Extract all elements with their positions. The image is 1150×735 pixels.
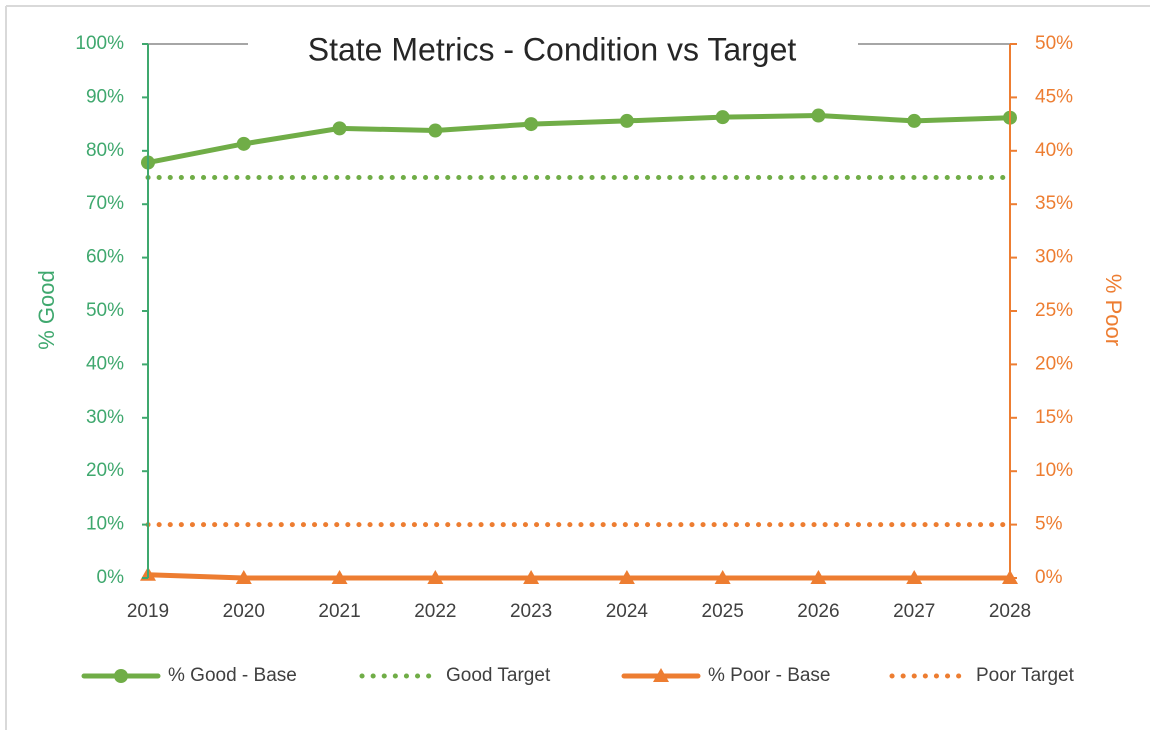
x-tick-label: 2027 [893, 601, 935, 622]
x-tick-label: 2021 [318, 601, 360, 622]
marker [331, 570, 348, 584]
y-tick-label: 30% [86, 407, 124, 428]
marker [907, 113, 922, 128]
marker [235, 570, 252, 584]
y-tick-label: 10% [86, 514, 124, 535]
legend-label: % Good - Base [168, 665, 297, 686]
y2-tick-label: 50% [1035, 33, 1073, 54]
legend-label: Poor Target [976, 665, 1075, 686]
x-tick-label: 2028 [989, 601, 1031, 622]
x-tick-label: 2020 [223, 601, 265, 622]
marker [114, 669, 128, 683]
marker [906, 570, 923, 584]
y-tick-label: 90% [86, 86, 124, 107]
x-tick-label: 2025 [702, 601, 744, 622]
marker [332, 121, 347, 136]
marker [811, 108, 826, 123]
y2-tick-label: 25% [1035, 300, 1073, 321]
marker [428, 123, 443, 138]
y-tick-label: 60% [86, 247, 124, 268]
y-tick-label: 0% [97, 567, 125, 588]
marker [714, 570, 731, 584]
legend-label: Good Target [446, 665, 551, 686]
y2-tick-label: 0% [1035, 567, 1063, 588]
legend-label: % Poor - Base [708, 665, 831, 686]
series-line [145, 113, 1013, 166]
chart-title: State Metrics - Condition vs Target [308, 31, 797, 67]
y2-axis-label: % Poor [1101, 274, 1126, 346]
marker [523, 570, 540, 584]
y-tick-label: 100% [75, 33, 124, 54]
x-tick-label: 2022 [414, 601, 456, 622]
y2-tick-label: 40% [1035, 140, 1073, 161]
y2-tick-label: 5% [1035, 514, 1063, 535]
y2-tick-label: 45% [1035, 86, 1073, 107]
y-tick-label: 20% [86, 460, 124, 481]
plot [140, 108, 1018, 584]
x-tick-label: 2026 [797, 601, 839, 622]
y-tick-label: 80% [86, 140, 124, 161]
x-tick-label: 2019 [127, 601, 169, 622]
y-tick-label: 40% [86, 353, 124, 374]
title-background [248, 24, 858, 80]
y2-tick-label: 15% [1035, 407, 1073, 428]
y2-tick-label: 30% [1035, 247, 1073, 268]
marker [715, 110, 730, 125]
marker [618, 570, 635, 584]
x-tick-label: 2023 [510, 601, 552, 622]
x-tick-label: 2024 [606, 601, 649, 622]
marker [619, 113, 634, 128]
marker [427, 570, 444, 584]
y-axis-label: % Good [34, 270, 59, 350]
y-tick-label: 70% [86, 193, 124, 214]
marker [810, 570, 827, 584]
marker [653, 668, 669, 682]
y-tick-label: 50% [86, 300, 124, 321]
y2-tick-label: 35% [1035, 193, 1073, 214]
y2-tick-label: 20% [1035, 353, 1073, 374]
marker [524, 117, 539, 132]
series-line [145, 572, 1013, 581]
marker [236, 136, 251, 151]
y2-tick-label: 10% [1035, 460, 1073, 481]
